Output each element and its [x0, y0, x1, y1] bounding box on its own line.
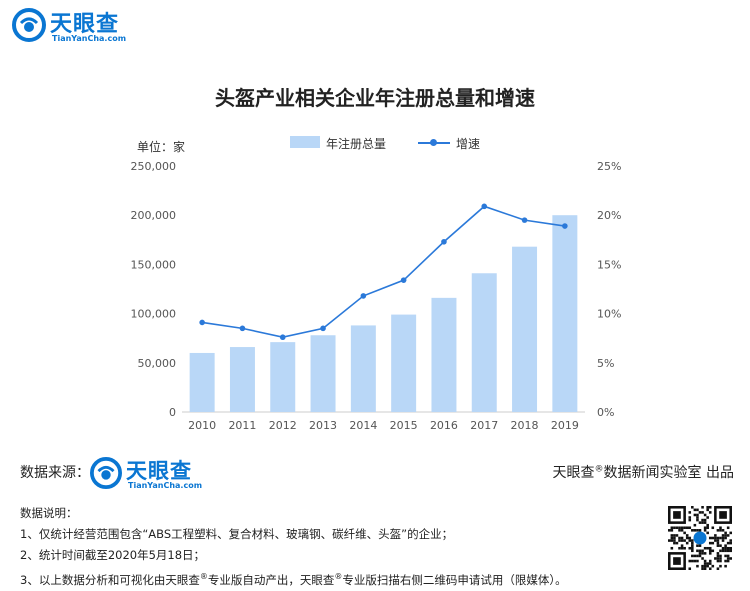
- y-left-tick-label: 100,000: [131, 308, 177, 321]
- x-tick-label: 2016: [430, 419, 458, 432]
- x-tick-label: 2019: [551, 419, 579, 432]
- chart-title: 头盔产业相关企业年注册总量和增速: [215, 86, 535, 110]
- registered-mark: ®: [594, 464, 604, 475]
- bar: [270, 342, 296, 412]
- y-right-tick-label: 0%: [597, 406, 614, 419]
- note-3: 3、以上数据分析和可视化由天眼查®专业版自动产出，天眼查®专业版扫描右侧二维码申…: [20, 566, 567, 591]
- growth-point: [239, 325, 246, 332]
- growth-point: [400, 277, 407, 283]
- bar: [552, 215, 578, 412]
- y-left-tick-label: 150,000: [131, 258, 177, 271]
- x-tick-label: 2014: [349, 419, 377, 432]
- note-2: 2、统计时间截至2020年5月18日；: [20, 548, 206, 562]
- y-right-tick-label: 10%: [597, 308, 621, 321]
- legend-bar-label: 年注册总量: [326, 137, 387, 151]
- y-left-tick-label: 50,000: [138, 357, 177, 370]
- bar: [512, 246, 538, 412]
- x-tick-label: 2018: [511, 419, 539, 432]
- growth-point: [441, 238, 447, 245]
- note-1: 1、仅统计经营范围包含“ABS工程塑料、复合材料、玻璃钢、碳纤维、头盔”的企业；: [20, 527, 454, 541]
- data-notes: 数据说明： 1、仅统计经营范围包含“ABS工程塑料、复合材料、玻璃钢、碳纤维、头…: [20, 503, 567, 591]
- x-tick-label: 2010: [188, 419, 216, 432]
- note-3-reg-1: ®: [199, 572, 208, 581]
- source-brand-logo: 天眼查 TianYanCha.com: [90, 455, 210, 495]
- legend-bar-swatch: [290, 136, 320, 148]
- note-3-reg-2: ®: [334, 572, 343, 581]
- x-tick-label: 2017: [470, 419, 498, 432]
- y-left-tick-label: 0: [169, 406, 176, 419]
- bar: [431, 297, 457, 412]
- producer-suffix: 数据新闻实验室 出品: [603, 465, 734, 481]
- y-left-tick-label: 250,000: [131, 160, 177, 173]
- unit-label: 单位：家: [137, 140, 186, 154]
- x-tick-label: 2013: [309, 419, 337, 432]
- growth-point: [481, 203, 488, 210]
- x-tick-label: 2012: [269, 419, 297, 432]
- growth-point: [521, 217, 528, 223]
- notes-title: 数据说明：: [20, 506, 78, 520]
- y-right-tick-label: 5%: [597, 357, 614, 370]
- source-label: 数据来源：: [20, 465, 90, 481]
- bar: [350, 325, 376, 412]
- y-right-tick-label: 15%: [597, 258, 621, 271]
- y-left-tick-label: 200,000: [131, 209, 177, 222]
- note-3-part-a: 3、以上数据分析和可视化由天眼查: [20, 572, 200, 587]
- note-3-part-b: 专业版自动产出，天眼查: [207, 572, 335, 587]
- growth-point: [360, 293, 367, 299]
- bar: [471, 273, 497, 412]
- y-right-tick-label: 20%: [597, 209, 621, 222]
- source-brand-name: 天眼查: [126, 459, 192, 483]
- qr-code: [668, 506, 732, 570]
- producer-credit: 天眼查®数据新闻实验室 出品: [553, 462, 734, 482]
- brand-url: TianYanCha.com: [52, 34, 127, 43]
- x-tick-label: 2015: [390, 419, 418, 432]
- growth-point: [279, 334, 286, 341]
- x-tick-label: 2011: [228, 419, 256, 432]
- growth-point: [199, 319, 205, 326]
- source-brand-url: TianYanCha.com: [128, 481, 203, 490]
- bar: [229, 347, 255, 412]
- combo-chart: 0 50,000 100,000 150,000 200,000 250,000 0% 5% 1…: [131, 160, 622, 432]
- brand-logo: 天眼查 TianYanCha.com: [12, 6, 142, 48]
- note-3-part-c: 专业版扫描右侧二维码申请试用（限媒体）。: [342, 572, 567, 587]
- growth-point: [562, 223, 568, 229]
- brand-eye-icon: [12, 8, 46, 42]
- brand-name: 天眼查: [50, 12, 120, 37]
- bar: [189, 352, 215, 412]
- growth-point: [320, 325, 326, 332]
- producer-brand: 天眼查: [552, 465, 595, 481]
- legend-line-dot: [430, 139, 437, 146]
- bar: [310, 335, 336, 412]
- y-right-tick-label: 25%: [597, 160, 621, 173]
- growth-line: [202, 205, 565, 339]
- bar: [391, 314, 417, 412]
- legend-line-label: 增速: [456, 137, 481, 151]
- source-eye-icon: [90, 457, 122, 489]
